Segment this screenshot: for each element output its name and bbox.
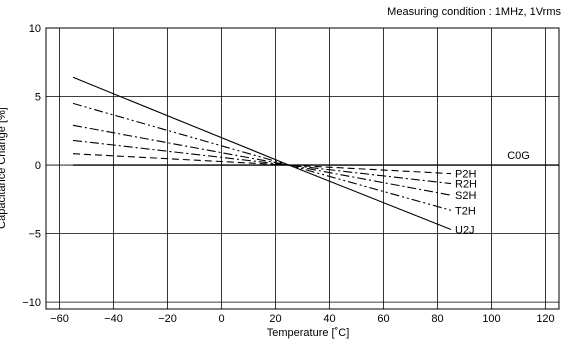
x-tick-label: −40: [104, 313, 123, 325]
x-tick-label: −60: [50, 313, 69, 325]
plot-frame: [45, 27, 560, 310]
series-label-p2h: P2H: [455, 169, 476, 181]
x-tick-label: −20: [158, 313, 177, 325]
series-label-u2j: U2J: [455, 224, 475, 236]
x-tick-label: 60: [377, 313, 389, 325]
x-tick-label: 120: [536, 313, 554, 325]
series-lines: [72, 76, 559, 231]
series-line-r2h: [72, 139, 452, 185]
x-tick-label: 40: [323, 313, 335, 325]
y-tick-label: −5: [28, 229, 41, 241]
x-tick-label: 80: [431, 313, 443, 325]
series-label-t2h: T2H: [455, 205, 476, 217]
series-label-r2h: R2H: [455, 179, 477, 191]
y-tick-label: 5: [35, 92, 41, 104]
y-tick-label: −10: [22, 297, 41, 309]
series-label-s2h: S2H: [455, 190, 476, 202]
x-tick-label: 20: [269, 313, 281, 325]
x-axis-label-wrap: Temperature [˚C]: [0, 327, 570, 339]
x-tick-label: 100: [482, 313, 500, 325]
x-axis-label: Temperature [˚C]: [266, 327, 350, 339]
y-tick-label: 10: [29, 23, 41, 35]
series-line-p2h: [72, 153, 452, 175]
chart-subtitle: Measuring condition : 1MHz, 1Vrms: [387, 6, 561, 18]
tick-labels: −60 −40 −20 0 20 40 60 80 100 120 10 5 0 −5 −10: [22, 23, 554, 325]
x-tick-label: 0: [218, 313, 224, 325]
series-label-c0g: C0G: [507, 150, 530, 162]
y-tick-label: 0: [35, 160, 41, 172]
series-line-u2j: [72, 76, 452, 231]
series-line-s2h: [72, 124, 452, 196]
